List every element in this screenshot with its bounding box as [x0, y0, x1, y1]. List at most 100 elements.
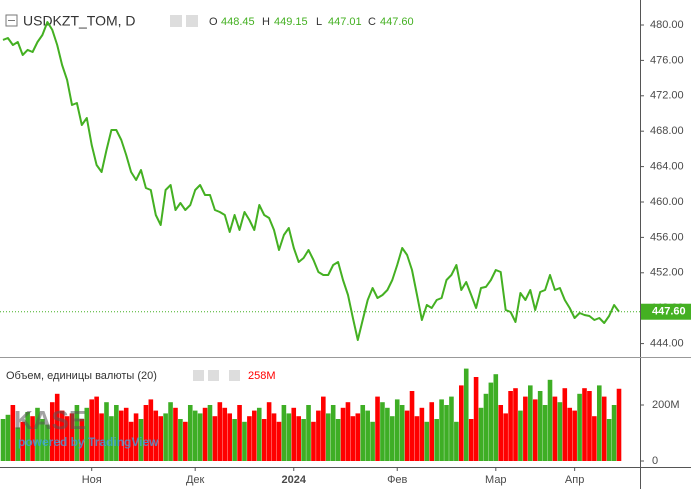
volume-bar — [74, 405, 80, 461]
volume-bar — [429, 402, 435, 461]
collapse-icon[interactable] — [5, 14, 18, 27]
volume-bar — [217, 402, 223, 461]
volume-bar — [567, 407, 573, 461]
volume-bar — [350, 416, 356, 461]
volume-bar — [325, 413, 331, 461]
volume-bar — [247, 416, 252, 461]
eye-icon[interactable] — [170, 15, 182, 27]
volume-bar — [542, 405, 548, 461]
volume-bar — [513, 388, 518, 461]
volume-bar — [118, 410, 124, 461]
x-tick-label: 2024 — [282, 474, 307, 486]
volume-bar — [537, 391, 543, 461]
volume-bar — [527, 385, 533, 461]
volume-bar — [483, 393, 489, 461]
volume-bar — [562, 388, 568, 461]
volume-bar — [168, 402, 173, 461]
volume-bar — [291, 407, 297, 461]
volume-bar — [345, 402, 351, 461]
ohlc-value: 447.01 — [328, 16, 362, 28]
volume-bar — [547, 379, 553, 461]
volume-bar — [340, 407, 346, 461]
settings-icon[interactable] — [208, 370, 219, 381]
volume-bar — [84, 407, 90, 461]
volume-bar — [20, 421, 26, 461]
volume-bar — [69, 413, 75, 461]
volume-bar — [577, 393, 582, 461]
volume-bar — [508, 391, 513, 461]
ohlc-label: L — [316, 16, 322, 28]
volume-bar — [463, 368, 469, 461]
volume-bar — [321, 396, 326, 461]
volume-bar — [311, 421, 316, 461]
volume-bar — [424, 421, 430, 461]
x-tick-label: Апр — [565, 474, 584, 486]
x-tick-label: Ноя — [82, 474, 102, 486]
volume-bar — [493, 374, 499, 461]
volume-bar — [143, 405, 149, 461]
volume-bar — [59, 410, 65, 461]
volume-bar — [94, 396, 99, 461]
close-icon[interactable] — [229, 370, 240, 381]
volume-bar — [237, 405, 242, 461]
x-tick-label: Фев — [387, 474, 407, 486]
settings-icon[interactable] — [186, 15, 198, 27]
volume-bar — [301, 419, 306, 461]
y-tick-label: 460.00 — [650, 196, 684, 208]
volume-last-value: 258M — [248, 370, 276, 382]
volume-bar — [380, 402, 385, 461]
volume-bar — [197, 413, 203, 461]
ohlc-value: 449.15 — [274, 16, 308, 28]
last-price-label: 447.60 — [652, 306, 686, 318]
volume-bar — [409, 391, 415, 461]
volume-bar — [316, 410, 321, 461]
volume-bar — [434, 419, 439, 461]
volume-bar — [468, 419, 474, 461]
volume-bar — [212, 416, 218, 461]
volume-bar — [64, 416, 70, 461]
volume-bar — [40, 419, 45, 461]
ohlc-label: O — [209, 16, 218, 28]
volume-bar — [153, 410, 159, 461]
volume-bar — [557, 402, 563, 461]
ohlc-value: 448.45 — [221, 16, 255, 28]
volume-bar — [99, 413, 104, 461]
volume-bar — [227, 413, 232, 461]
volume-bar — [35, 407, 40, 461]
volume-bar — [192, 410, 198, 461]
volume-bar — [606, 419, 612, 461]
volume-bar — [138, 419, 144, 461]
volume-bar — [399, 405, 405, 461]
volume-bar — [552, 396, 558, 461]
volume-bar — [503, 413, 508, 461]
eye-icon[interactable] — [193, 370, 204, 381]
volume-bar — [163, 413, 168, 461]
volume-bar — [109, 416, 114, 461]
volume-bar — [390, 416, 395, 461]
volume-bar — [54, 393, 60, 461]
volume-bar — [202, 407, 208, 461]
volume-bar — [532, 399, 538, 461]
ohlc-label: C — [368, 16, 376, 28]
volume-bar — [306, 405, 311, 461]
symbol-title: USDKZT_TOM, D — [23, 13, 136, 29]
ohlc-value: 447.60 — [380, 16, 414, 28]
volume-bar — [454, 421, 459, 461]
y-tick-label: 452.00 — [650, 267, 684, 279]
volume-bar — [266, 402, 272, 461]
volume-bar — [587, 391, 592, 461]
volume-bar — [439, 399, 444, 461]
volume-bar — [158, 416, 163, 461]
volume-bar — [473, 377, 479, 461]
volume-bar — [123, 407, 129, 461]
volume-bar — [419, 407, 425, 461]
volume-bar — [414, 416, 420, 461]
ohlc-label: H — [262, 16, 270, 28]
volume-bar — [207, 405, 213, 461]
volume-bar — [187, 405, 193, 461]
y-tick-label: 444.00 — [650, 337, 684, 349]
y-tick-label: 472.00 — [650, 90, 684, 102]
y-tick-label: 468.00 — [650, 125, 684, 137]
volume-bar — [572, 410, 577, 461]
